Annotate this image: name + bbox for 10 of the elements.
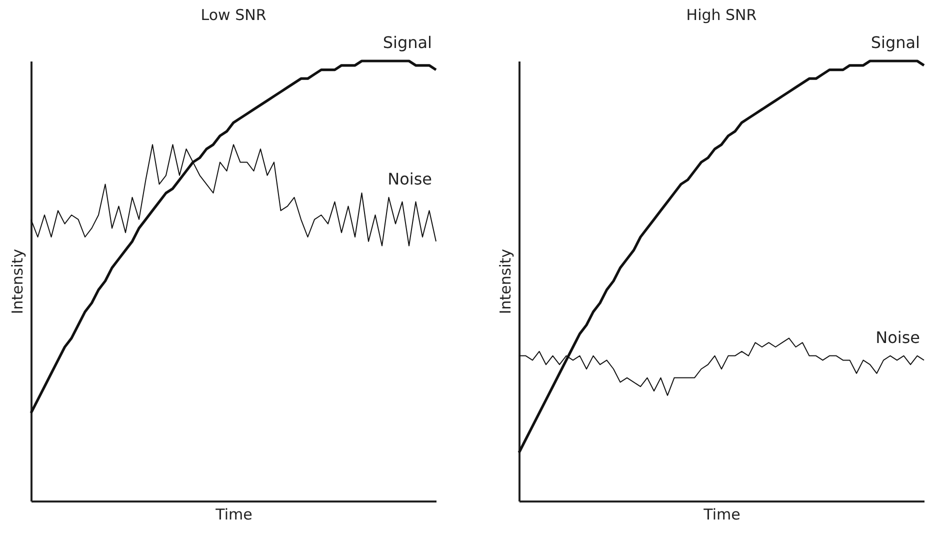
series-label: Signal bbox=[382, 33, 432, 52]
y-axis-title: Intensity bbox=[8, 248, 26, 314]
chart-title: Low SNR bbox=[200, 6, 266, 24]
series-label: Signal bbox=[870, 33, 920, 52]
x-axis-title: Time bbox=[214, 506, 252, 524]
chart-title: High SNR bbox=[686, 6, 757, 24]
x-axis-title: Time bbox=[702, 506, 740, 524]
series-label: Noise bbox=[876, 328, 920, 347]
series-label: Noise bbox=[388, 169, 432, 188]
y-axis-title: Intensity bbox=[496, 248, 514, 314]
